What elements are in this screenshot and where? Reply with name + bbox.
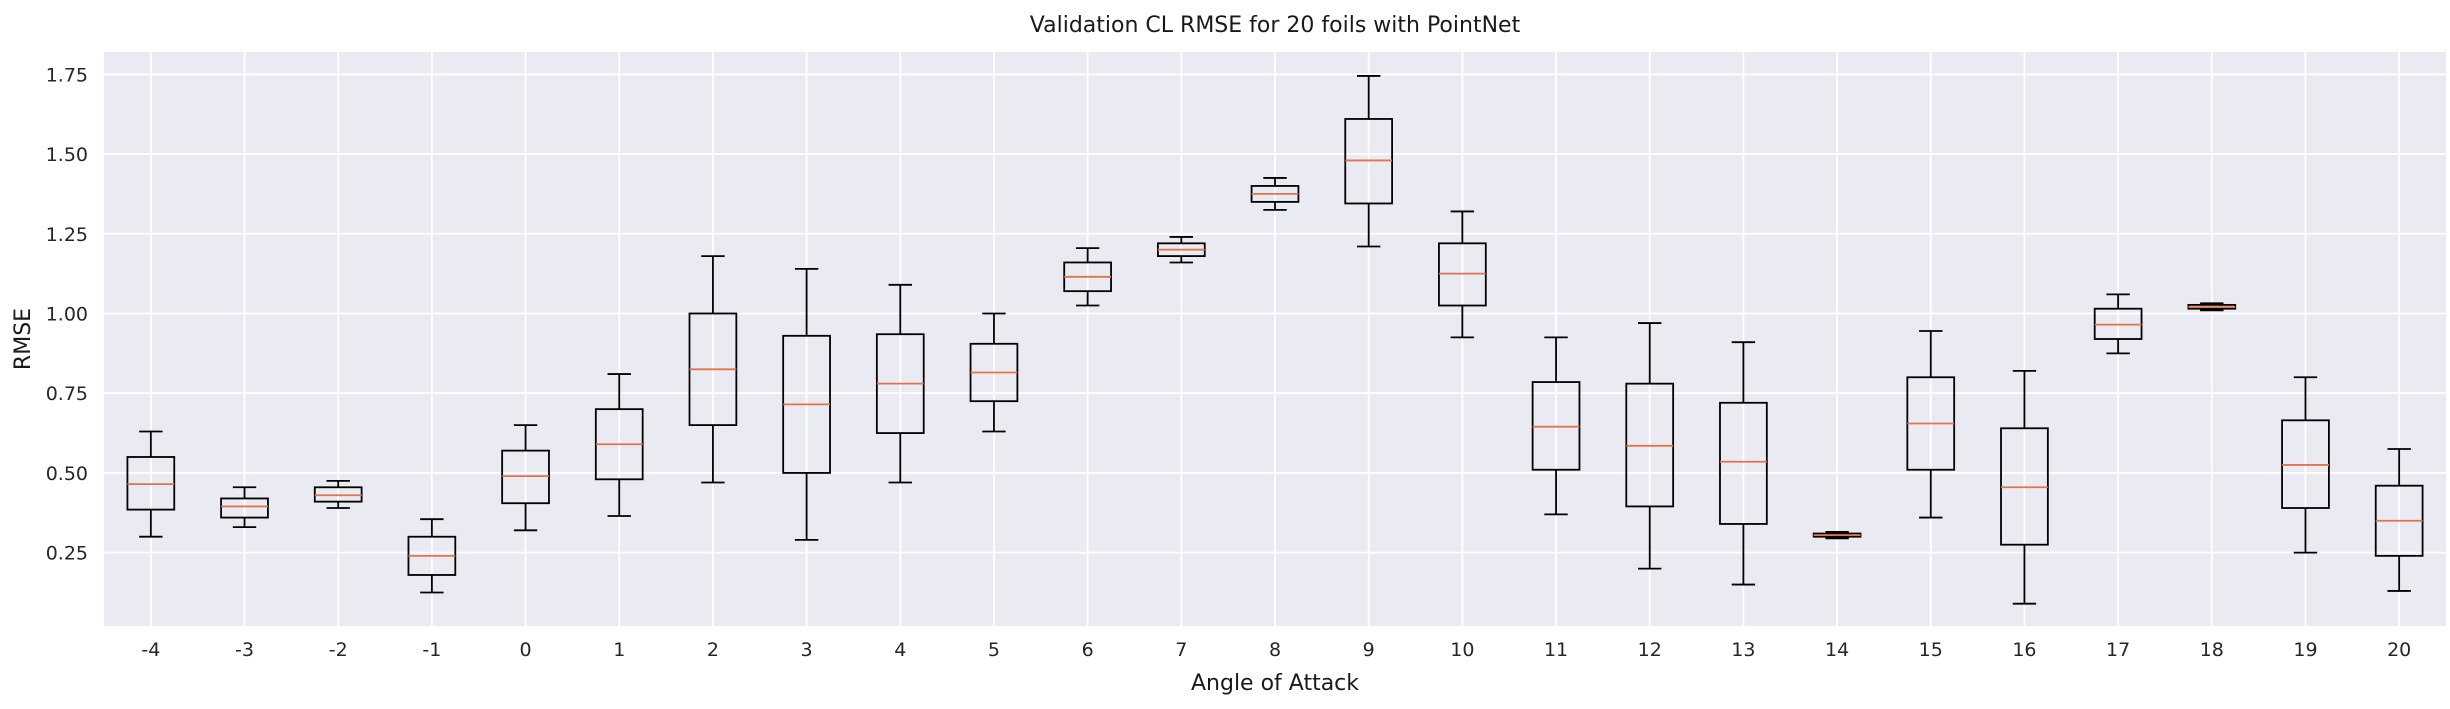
x-tick-label: 18 <box>2200 639 2224 661</box>
box-plot--3 <box>220 486 269 529</box>
x-tick-label: 14 <box>1825 639 1849 661</box>
x-tick-label: 0 <box>520 639 532 661</box>
box-plot-8 <box>1250 177 1300 211</box>
box-plot-12 <box>1625 322 1675 570</box>
box-plot--2 <box>313 480 363 509</box>
y-axis-label: RMSE <box>11 308 36 370</box>
x-tick-label: -4 <box>141 639 160 661</box>
x-tick-label: 13 <box>1731 639 1755 661</box>
x-tick-label: 10 <box>1450 639 1474 661</box>
box-plot-16 <box>2000 369 2049 605</box>
x-tick-label: -2 <box>329 639 348 661</box>
y-tick-label: 1.00 <box>46 303 88 325</box>
x-axis-label: Angle of Attack <box>1191 671 1359 696</box>
box-plot-3 <box>782 267 831 541</box>
x-tick-label: 2 <box>707 639 719 661</box>
box-plot-18 <box>2187 302 2237 312</box>
box-plot-13 <box>1719 341 1768 586</box>
x-tick-label: 9 <box>1363 639 1375 661</box>
box-plot-20 <box>2374 448 2424 592</box>
x-tick-label: 5 <box>988 639 1000 661</box>
y-tick-label: 0.25 <box>46 543 88 565</box>
box-plot-9 <box>1344 75 1394 248</box>
box-plot-5 <box>969 312 1019 433</box>
box-plot-1 <box>594 373 644 517</box>
y-tick-label: 1.75 <box>46 64 88 86</box>
box-plot-14 <box>1812 531 1862 540</box>
x-tick-label: 17 <box>2106 639 2130 661</box>
box-layer <box>126 75 2424 605</box>
x-tick-label: -1 <box>422 639 441 661</box>
x-tick-label: -3 <box>235 639 254 661</box>
y-tick-label: 1.50 <box>46 144 88 166</box>
x-tick-label: 4 <box>894 639 906 661</box>
y-tick-label: 0.75 <box>46 383 88 405</box>
x-tick-label: 6 <box>1082 639 1094 661</box>
box-plot-17 <box>2093 293 2143 355</box>
box-plot-7 <box>1157 236 1206 264</box>
x-tick-label: 3 <box>801 639 813 661</box>
x-tick-label: 7 <box>1175 639 1187 661</box>
iqr-box <box>1719 401 1768 525</box>
x-tick-label: 20 <box>2387 639 2411 661</box>
x-tick-label: 15 <box>1919 639 1943 661</box>
box-plot-11 <box>1531 336 1581 516</box>
box-plot-4 <box>875 283 925 484</box>
box-plot-10 <box>1438 210 1487 339</box>
x-tick-label: 1 <box>613 639 625 661</box>
box-plot-0 <box>501 424 550 532</box>
box-plot--1 <box>407 518 457 594</box>
y-tick-label: 1.25 <box>46 224 88 246</box>
iqr-box <box>220 497 269 519</box>
y-tick-label: 0.50 <box>46 463 88 485</box>
chart-title: Validation CL RMSE for 20 foils with Poi… <box>1030 13 1521 38</box>
x-tick-label: 12 <box>1638 639 1662 661</box>
x-tick-label: 11 <box>1544 639 1568 661</box>
box-plot-2 <box>688 255 738 484</box>
box-plot-6 <box>1063 247 1112 307</box>
tick-layer: 0.250.500.751.001.251.501.75-4 -3 -2 -1 0 1 2 3… <box>46 64 2412 661</box>
x-tick-label: 16 <box>2012 639 2036 661</box>
box-plot--4 <box>126 430 176 538</box>
box-plot-19 <box>2281 376 2330 554</box>
box-plot-15 <box>1906 330 1956 519</box>
x-tick-label: 19 <box>2293 639 2317 661</box>
x-tick-label: 8 <box>1269 639 1281 661</box>
